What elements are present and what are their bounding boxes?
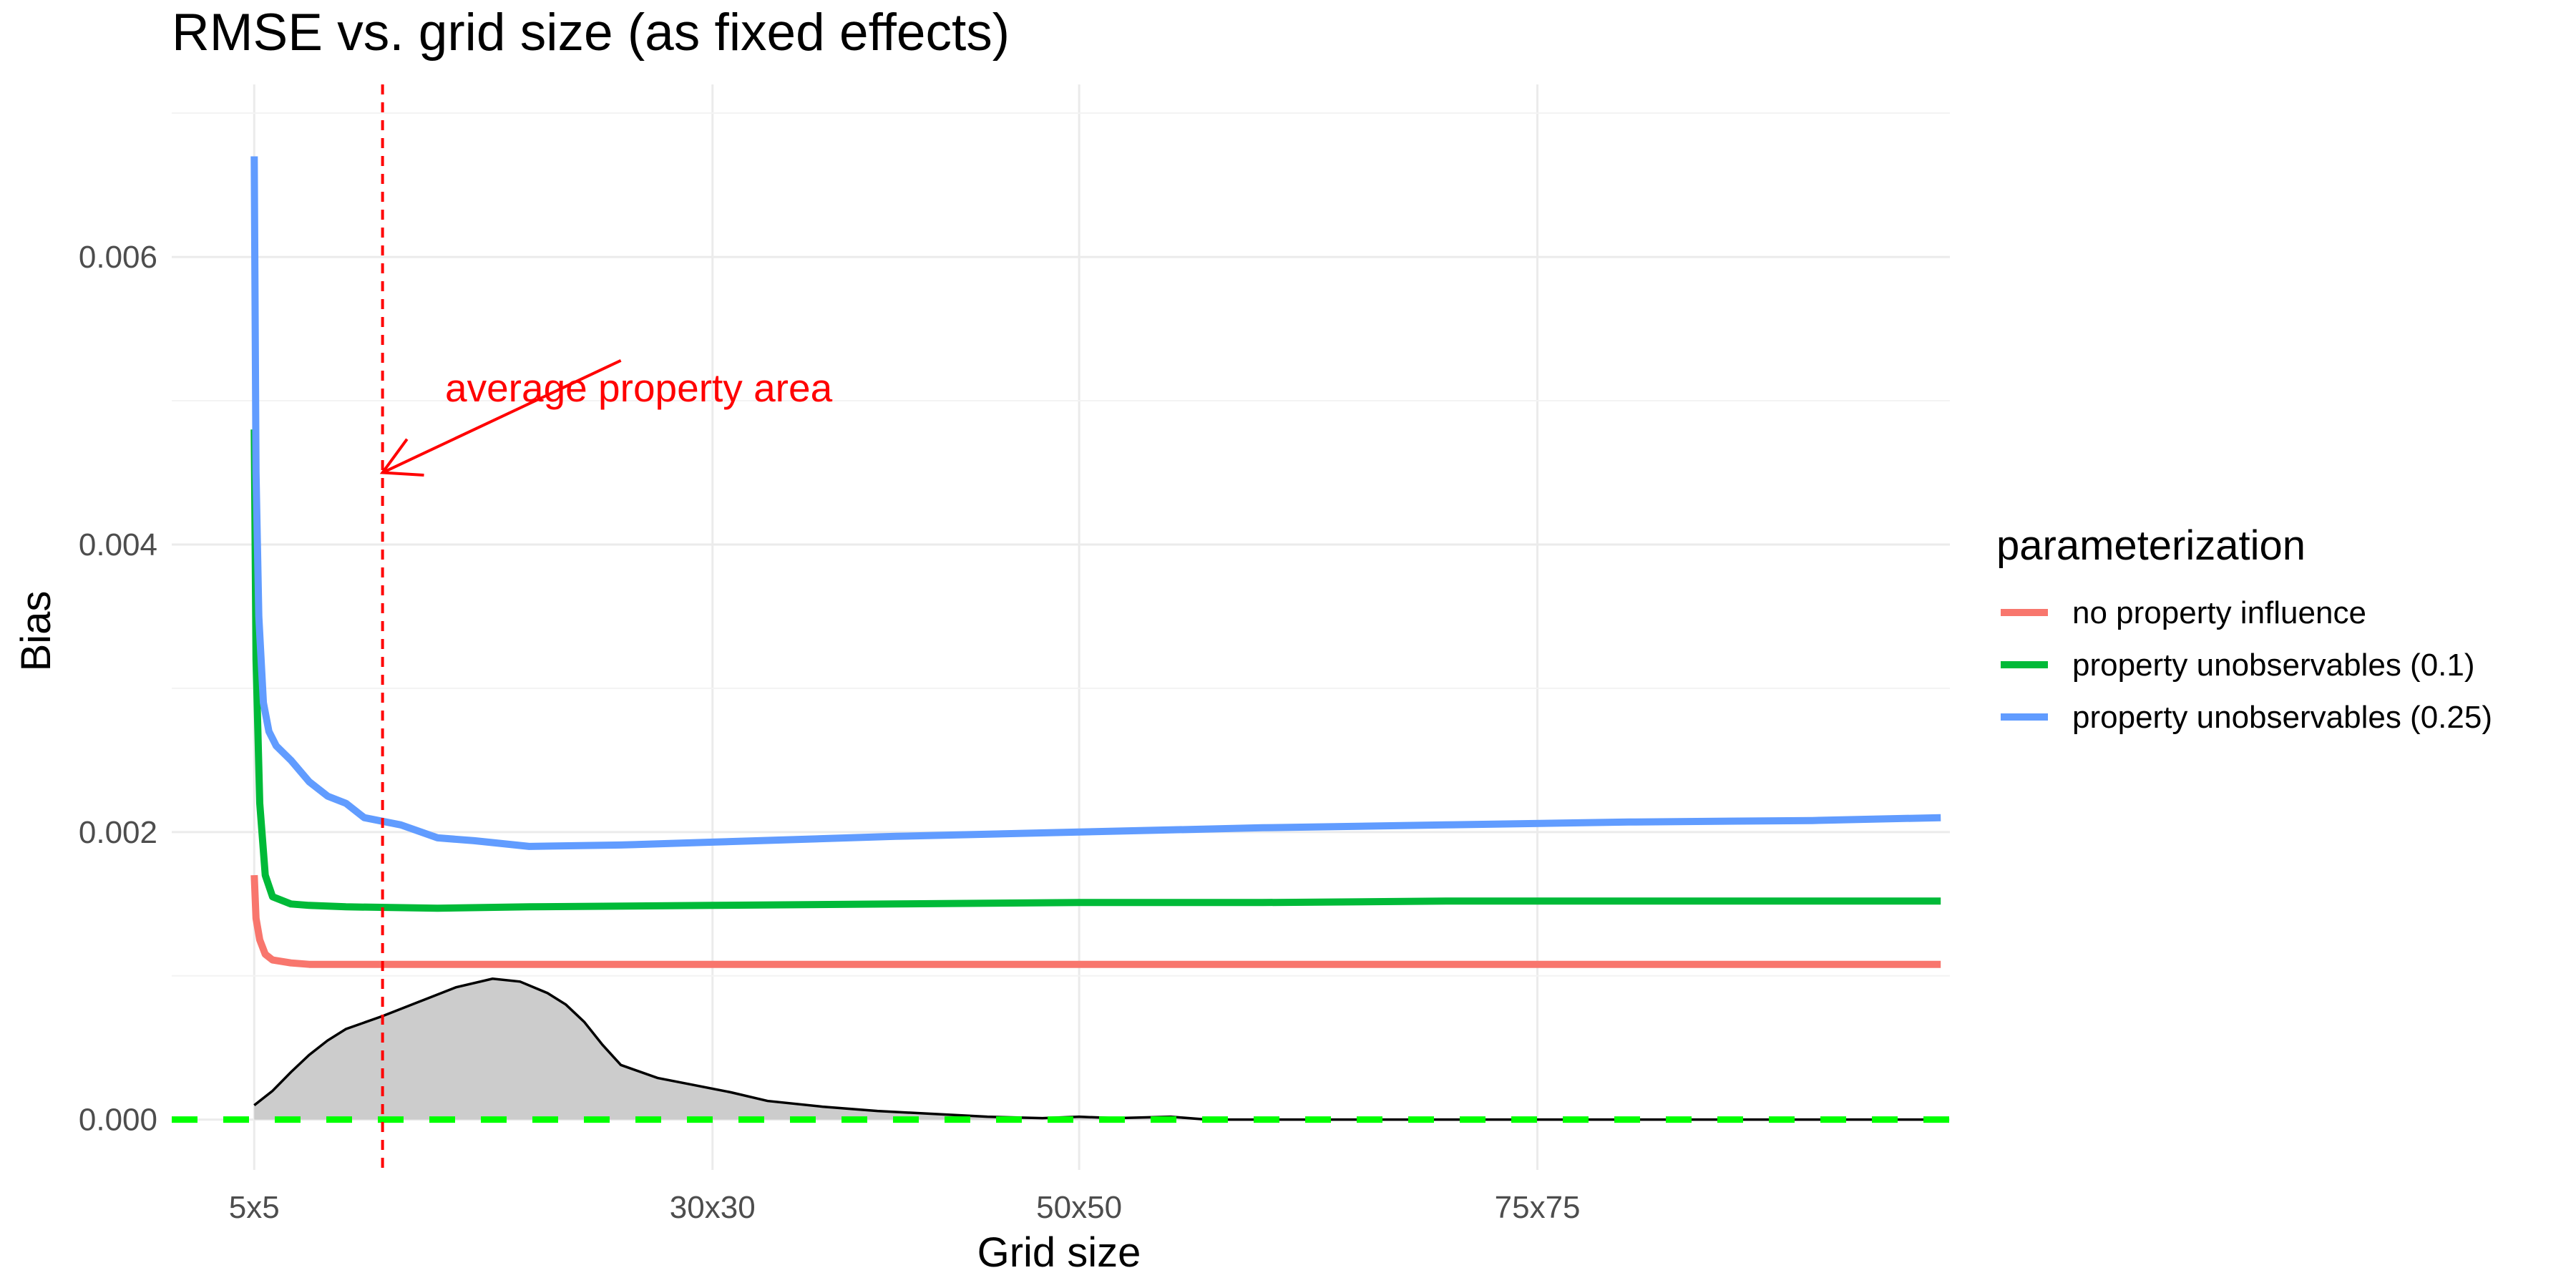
density-outline [253,977,1941,1121]
y-tick-label: 0.006 [79,240,157,275]
legend-title: parameterization [1996,522,2306,569]
x-tick-label: 5x5 [229,1190,280,1225]
annotation-label: average property area [445,366,833,410]
grid-minor [172,112,1950,977]
series-line-1 [250,874,1941,968]
chart-title: RMSE vs. grid size (as fixed effects) [172,4,1010,62]
x-tick-label: 50x50 [1036,1190,1122,1225]
y-tick-label: 0.002 [79,815,157,850]
y-tick-label: 0.000 [79,1103,157,1138]
annotation: average property area [379,358,833,477]
x-tick-label: 75x75 [1495,1190,1581,1225]
y-axis-title: Bias [13,591,59,672]
series-line-2 [250,429,1941,912]
density-area [254,978,1941,1120]
density-layer [253,977,1941,1121]
legend-label: property unobservables (0.25) [2072,700,2492,735]
series-line-3 [250,156,1941,850]
reference-lines [172,84,1950,1170]
legend: parameterization no property influence pr… [1996,522,2492,735]
legend-label: no property influence [2072,595,2366,630]
x-axis-title: Grid size [977,1229,1141,1276]
arrow-head-icon [379,438,424,477]
x-axis-ticks: 5x5 30x30 50x50 75x75 [229,1190,1581,1225]
y-tick-label: 0.004 [79,527,157,562]
x-tick-label: 30x30 [670,1190,756,1225]
y-axis-ticks: 0.000 0.002 0.004 0.006 [79,240,157,1138]
annotation-arrow [381,358,622,474]
series-layer [250,156,1941,968]
legend-label: property unobservables (0.1) [2072,648,2475,683]
